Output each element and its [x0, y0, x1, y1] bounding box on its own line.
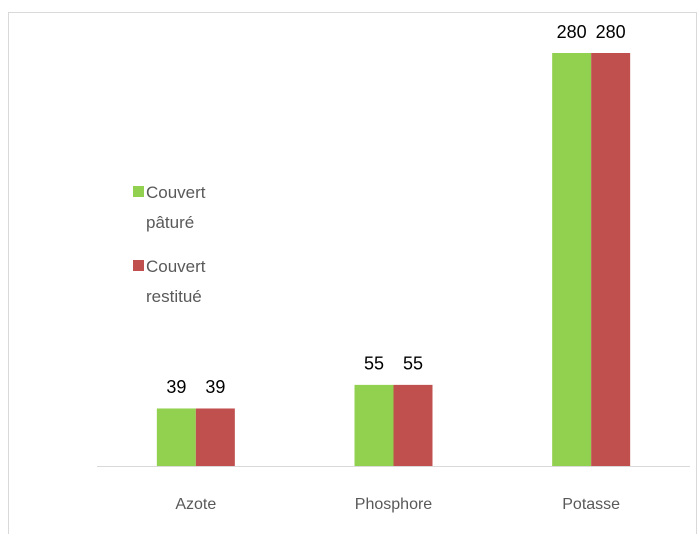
bar	[195, 408, 235, 466]
legend-label: Couvert pâturé	[146, 183, 206, 232]
bar	[552, 53, 592, 466]
x-tick-label: Phosphore	[355, 496, 432, 513]
legend-swatch	[133, 260, 144, 271]
data-label: 55	[364, 354, 384, 374]
bar	[156, 408, 196, 466]
data-label: 39	[166, 377, 186, 397]
data-label: 55	[403, 354, 423, 374]
bar	[591, 53, 631, 466]
legend-label: Couvert restitué	[146, 257, 206, 306]
data-label: 280	[557, 22, 587, 42]
x-tick-label: Potasse	[562, 496, 620, 513]
data-label: 280	[596, 22, 626, 42]
legend-swatch	[133, 186, 144, 197]
bar	[393, 384, 433, 466]
data-label: 39	[205, 377, 225, 397]
bar	[354, 384, 394, 466]
x-tick-label: Azote	[175, 496, 216, 513]
chart-frame	[8, 12, 697, 534]
